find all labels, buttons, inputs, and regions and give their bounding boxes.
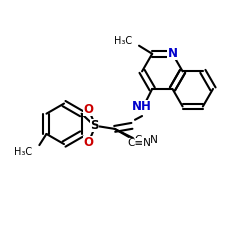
Text: C≡N: C≡N bbox=[134, 135, 158, 145]
Text: S: S bbox=[90, 119, 99, 132]
Text: H₃C: H₃C bbox=[114, 36, 132, 46]
Text: N: N bbox=[168, 47, 177, 60]
Text: O: O bbox=[83, 136, 93, 148]
Text: NH: NH bbox=[132, 100, 152, 113]
Text: H₃C: H₃C bbox=[14, 147, 32, 157]
Text: O: O bbox=[83, 103, 93, 116]
Text: C≡N: C≡N bbox=[127, 138, 151, 148]
